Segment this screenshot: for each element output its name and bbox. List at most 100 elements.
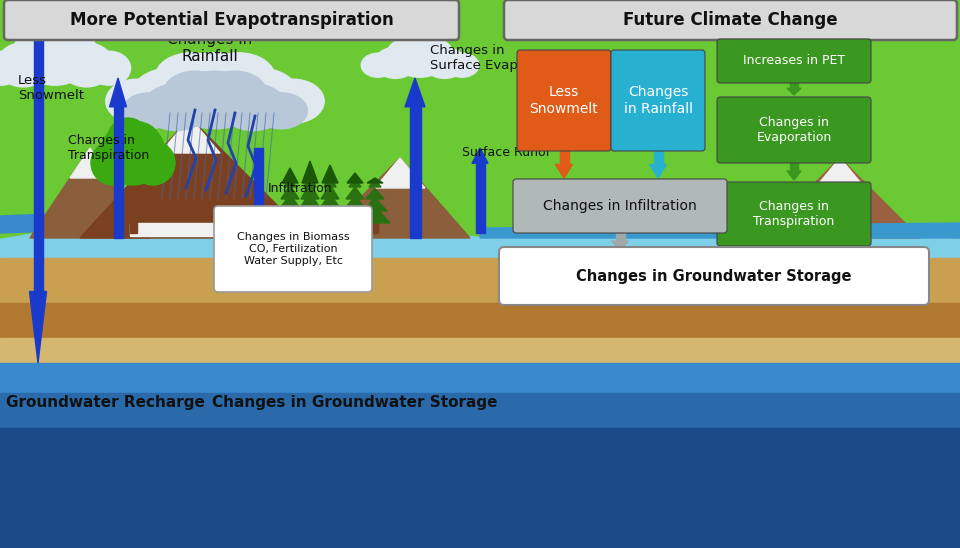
Polygon shape: [612, 241, 629, 250]
Bar: [790, 243, 798, 247]
Bar: [0, 258, 960, 548]
Circle shape: [91, 141, 135, 185]
Polygon shape: [80, 118, 310, 238]
Polygon shape: [282, 168, 298, 183]
Polygon shape: [250, 210, 266, 228]
FancyBboxPatch shape: [4, 0, 459, 40]
Ellipse shape: [222, 68, 300, 125]
Bar: [307, 218, 313, 233]
FancyBboxPatch shape: [717, 182, 871, 246]
Text: Changes
in Rainfall: Changes in Rainfall: [623, 85, 692, 116]
FancyBboxPatch shape: [717, 39, 871, 83]
Text: Charges in
Transpiration: Charges in Transpiration: [68, 134, 149, 162]
Text: More Potential Evapotranspiration: More Potential Evapotranspiration: [70, 11, 394, 29]
Text: Surface Runof: Surface Runof: [462, 146, 550, 159]
Bar: [327, 218, 333, 233]
Ellipse shape: [164, 71, 226, 111]
Ellipse shape: [46, 31, 96, 68]
Ellipse shape: [106, 79, 168, 123]
Text: Increases in PET: Increases in PET: [743, 54, 845, 67]
Polygon shape: [347, 173, 363, 183]
Ellipse shape: [202, 53, 275, 101]
Text: Changes in
Surface Evaporation: Changes in Surface Evaporation: [430, 44, 565, 72]
Polygon shape: [281, 186, 299, 199]
Ellipse shape: [221, 84, 286, 130]
Bar: [0, 363, 960, 548]
Polygon shape: [320, 158, 470, 238]
Polygon shape: [30, 292, 46, 363]
Bar: [372, 218, 378, 233]
FancyBboxPatch shape: [513, 179, 727, 233]
Polygon shape: [324, 175, 336, 187]
Text: Less
Snowmelt: Less Snowmelt: [18, 74, 84, 102]
Polygon shape: [367, 178, 383, 183]
Bar: [615, 230, 625, 241]
Polygon shape: [340, 205, 370, 223]
Bar: [0, 303, 960, 548]
Polygon shape: [30, 148, 150, 238]
FancyBboxPatch shape: [214, 206, 372, 292]
Polygon shape: [375, 158, 425, 188]
Bar: [287, 218, 293, 233]
Circle shape: [131, 141, 175, 185]
Ellipse shape: [143, 84, 209, 130]
Ellipse shape: [0, 51, 23, 85]
Polygon shape: [160, 118, 220, 153]
Polygon shape: [301, 184, 319, 199]
Text: Changes in Groundwater Storage: Changes in Groundwater Storage: [576, 269, 852, 283]
Polygon shape: [109, 78, 127, 107]
Text: Infiltration: Infiltration: [268, 181, 332, 195]
Ellipse shape: [204, 71, 266, 111]
FancyBboxPatch shape: [717, 97, 871, 163]
Ellipse shape: [374, 47, 417, 78]
Ellipse shape: [13, 31, 64, 68]
Ellipse shape: [60, 43, 113, 87]
Text: Changes in Biomass
CO, Fertilization
Water Supply, Etc: Changes in Biomass CO, Fertilization Wat…: [237, 232, 349, 266]
Polygon shape: [0, 213, 80, 233]
Ellipse shape: [392, 39, 448, 77]
Ellipse shape: [413, 39, 452, 65]
FancyBboxPatch shape: [611, 50, 705, 151]
Bar: [0, 393, 960, 548]
Polygon shape: [70, 148, 110, 178]
Bar: [113, 107, 123, 238]
Bar: [410, 107, 420, 238]
Ellipse shape: [423, 47, 466, 78]
Text: Changes in
Transpiration: Changes in Transpiration: [754, 200, 834, 228]
Ellipse shape: [156, 53, 228, 101]
Polygon shape: [787, 88, 801, 95]
Polygon shape: [315, 203, 345, 223]
Ellipse shape: [445, 53, 479, 77]
Polygon shape: [363, 197, 387, 211]
Polygon shape: [304, 174, 316, 187]
Polygon shape: [318, 193, 342, 211]
Polygon shape: [284, 176, 296, 187]
Polygon shape: [295, 202, 325, 223]
Polygon shape: [405, 78, 425, 107]
Polygon shape: [650, 164, 666, 178]
Bar: [352, 218, 358, 233]
Polygon shape: [760, 158, 920, 238]
Circle shape: [101, 121, 165, 185]
Polygon shape: [556, 164, 572, 178]
Polygon shape: [360, 207, 390, 223]
Ellipse shape: [254, 93, 307, 129]
Polygon shape: [346, 187, 364, 199]
Ellipse shape: [171, 71, 259, 129]
Bar: [654, 148, 662, 164]
Polygon shape: [815, 158, 865, 188]
Bar: [790, 160, 798, 171]
Ellipse shape: [87, 51, 131, 85]
Polygon shape: [321, 185, 339, 199]
Polygon shape: [278, 195, 302, 211]
Polygon shape: [275, 203, 305, 223]
Bar: [560, 148, 568, 164]
Text: Groundwater Recharge: Groundwater Recharge: [6, 396, 204, 410]
Polygon shape: [369, 180, 381, 187]
Polygon shape: [0, 0, 960, 240]
Polygon shape: [298, 192, 322, 211]
Text: Changes in Groundwater Storage: Changes in Groundwater Storage: [212, 396, 497, 410]
Bar: [790, 80, 798, 88]
Ellipse shape: [123, 93, 176, 129]
Circle shape: [123, 123, 159, 159]
